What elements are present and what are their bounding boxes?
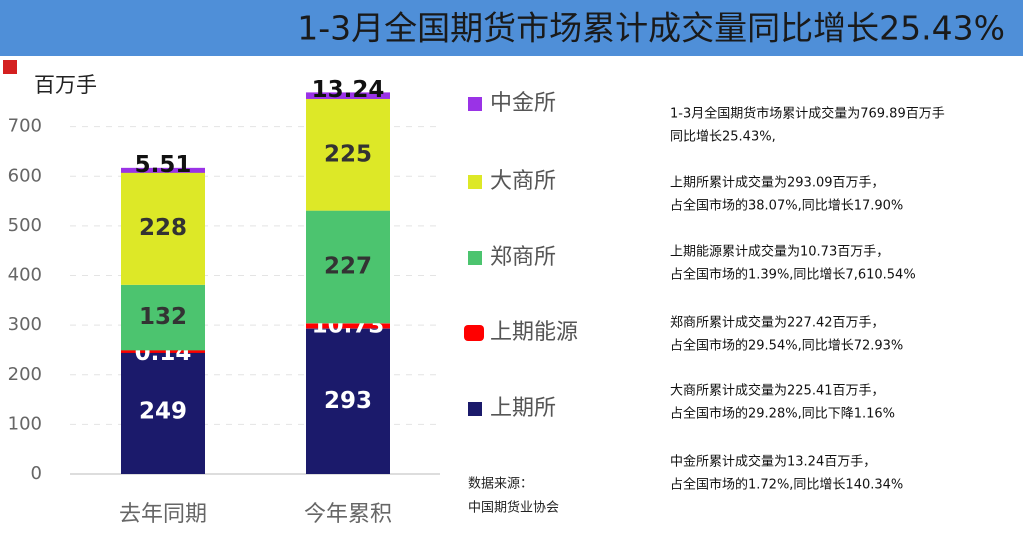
bar-segment bbox=[121, 171, 205, 285]
bar-segment bbox=[306, 323, 390, 329]
legend-label: 上期能源 bbox=[490, 320, 578, 345]
y-axis-label: 百万手 bbox=[34, 73, 97, 97]
y-tick-label: 700 bbox=[8, 116, 42, 137]
bar-segment bbox=[306, 98, 390, 211]
data-label: 228 bbox=[139, 215, 187, 241]
bar-segment bbox=[306, 210, 390, 324]
note-line: 占全国市场的38.07%,同比增长17.90% bbox=[670, 198, 903, 214]
data-label: 5.51 bbox=[135, 152, 192, 178]
bar-segment bbox=[121, 350, 205, 474]
source-label: 数据来源： bbox=[468, 477, 533, 492]
bar-segment bbox=[306, 92, 390, 99]
bar-segment bbox=[121, 284, 205, 351]
note-line: 占全国市场的29.54%,同比增长72.93% bbox=[670, 338, 903, 354]
legend-swatch bbox=[468, 175, 482, 189]
legend-swatch bbox=[468, 402, 482, 416]
title-bar bbox=[0, 0, 1023, 56]
source: 中国期货业协会 bbox=[468, 500, 559, 516]
data-label: 249 bbox=[139, 399, 187, 425]
y-tick-label: 400 bbox=[8, 265, 42, 286]
note-line: 大商所累计成交量为225.41百万手， bbox=[670, 383, 885, 399]
data-label: 293 bbox=[324, 388, 372, 414]
data-label: 13.24 bbox=[312, 77, 385, 103]
legend-label: 大商所 bbox=[490, 169, 556, 194]
bar-segment bbox=[121, 347, 205, 353]
note-line: 中金所累计成交量为13.24百万手， bbox=[670, 454, 876, 470]
note-line: 郑商所累计成交量为227.42百万手， bbox=[670, 315, 885, 331]
note-line: 上期能源累计成交量为10.73百万手， bbox=[670, 244, 889, 260]
y-tick-label: 0 bbox=[31, 463, 42, 484]
bar-segment bbox=[306, 328, 390, 474]
y-tick-label: 300 bbox=[8, 314, 42, 335]
y-tick-label: 600 bbox=[8, 165, 42, 186]
chart-title: 1-3月全国期货市场累计成交量同比增长25.43% bbox=[297, 9, 1005, 48]
data-label: 225 bbox=[324, 141, 372, 167]
x-tick-label: 今年累积 bbox=[304, 502, 392, 527]
legend-label: 郑商所 bbox=[490, 245, 556, 270]
note-line: 1-3月全国期货市场累计成交量为769.89百万手 bbox=[670, 106, 945, 122]
y-tick-label: 100 bbox=[8, 413, 42, 434]
y-tick-label: 500 bbox=[8, 215, 42, 236]
x-tick-label: 去年同期 bbox=[119, 502, 207, 527]
note-line: 占全国市场的1.39%,同比增长7,610.54% bbox=[670, 267, 916, 283]
logo bbox=[3, 60, 17, 74]
note-line: 同比增长25.43%, bbox=[670, 130, 776, 145]
y-tick-label: 200 bbox=[8, 364, 42, 385]
data-label: 132 bbox=[139, 304, 187, 330]
legend-label: 上期所 bbox=[490, 396, 556, 421]
note-line: 上期所累计成交量为293.09百万手， bbox=[670, 175, 885, 191]
note-line: 占全国市场的29.28%,同比下降1.16% bbox=[670, 406, 895, 422]
legend-swatch bbox=[468, 251, 482, 265]
legend-swatch bbox=[468, 97, 482, 111]
bar-segment bbox=[121, 167, 205, 173]
legend-swatch bbox=[464, 325, 484, 341]
data-label: 227 bbox=[324, 253, 372, 279]
note-line: 占全国市场的1.72%,同比增长140.34% bbox=[670, 477, 903, 493]
legend-label: 中金所 bbox=[490, 91, 556, 116]
